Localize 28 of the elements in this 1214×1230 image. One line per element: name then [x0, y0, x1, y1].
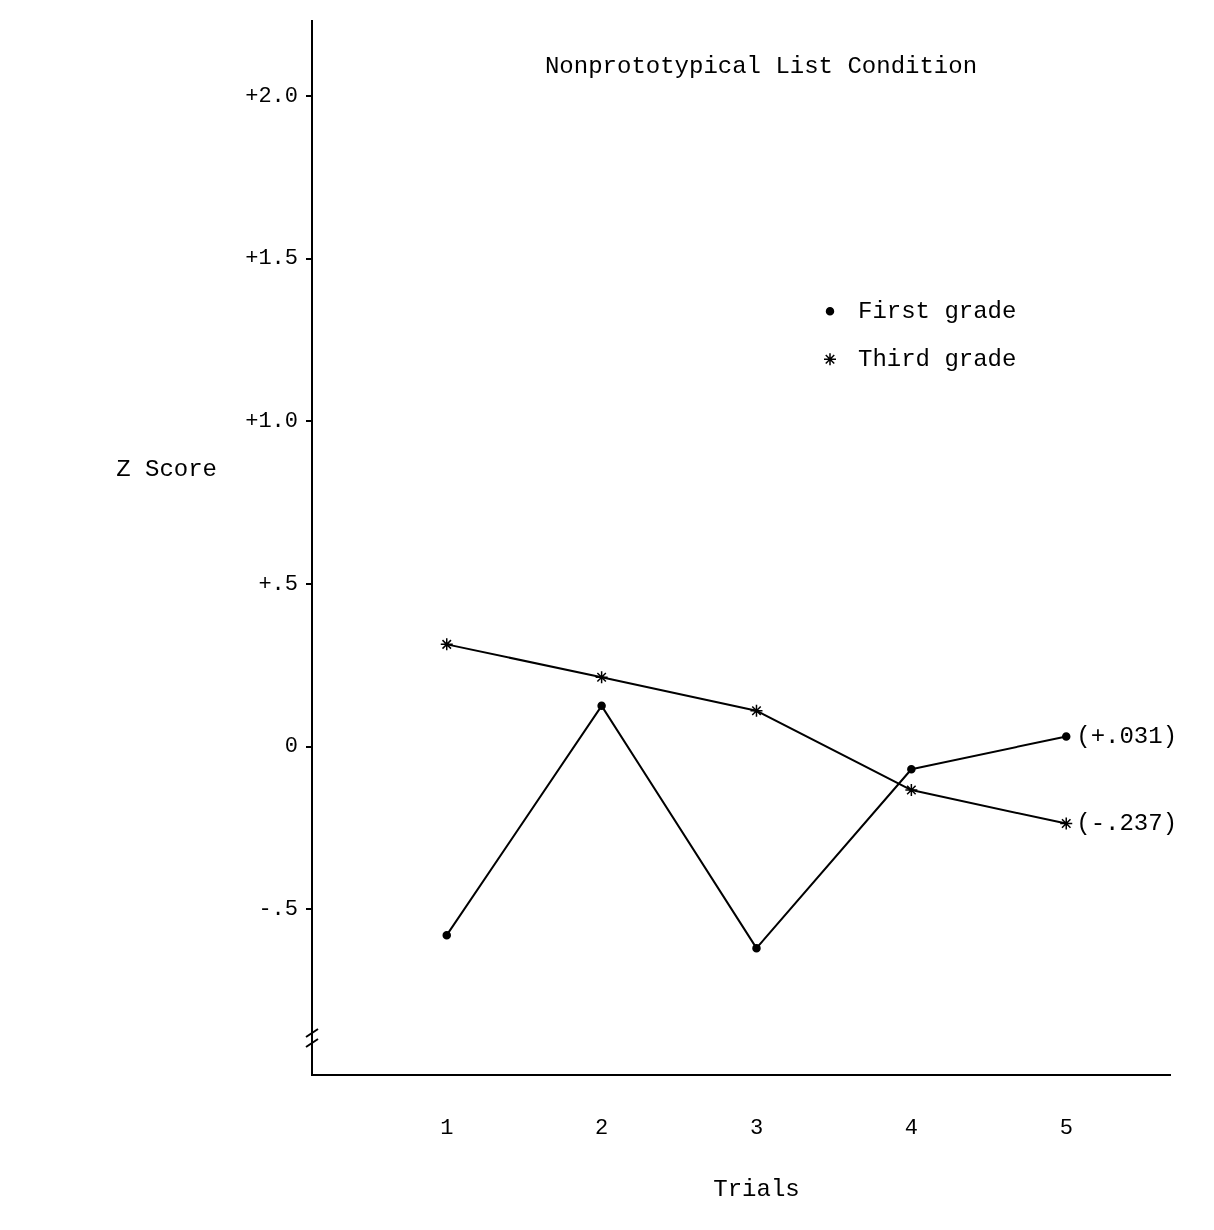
point — [594, 670, 609, 684]
legend-label: Third grade — [858, 345, 1017, 373]
y-tick-label: +2.0 — [245, 83, 298, 109]
point — [752, 943, 761, 953]
y-tick-label: +1.5 — [245, 246, 298, 272]
point — [904, 783, 919, 797]
point — [749, 703, 764, 718]
point — [907, 765, 916, 774]
point — [1061, 732, 1071, 741]
legend-label: First grade — [858, 297, 1017, 325]
data-label: (-.237) — [1076, 809, 1178, 837]
x-tick-label: 5 — [1059, 1116, 1073, 1142]
point — [442, 930, 451, 940]
text: Nonprototypical List Condition — [544, 52, 978, 80]
data-label: (+.031) — [1076, 722, 1178, 750]
x-tick-label: 4 — [904, 1116, 918, 1142]
x-axis-title: Trials — [713, 1176, 800, 1204]
x-tick-label: 3 — [749, 1116, 764, 1142]
y-tick-label: 0 — [284, 734, 298, 760]
y-tick-label: -.5 — [258, 896, 298, 922]
point — [1059, 816, 1073, 831]
point — [597, 701, 606, 711]
y-axis-title: Z Score — [116, 456, 217, 484]
x-tick-label: 2 — [595, 1116, 609, 1142]
x-tick-label: 1 — [440, 1116, 454, 1142]
point — [439, 637, 454, 652]
y-tick-label: +1.0 — [245, 409, 298, 435]
y-tick-label: +.5 — [258, 571, 298, 597]
